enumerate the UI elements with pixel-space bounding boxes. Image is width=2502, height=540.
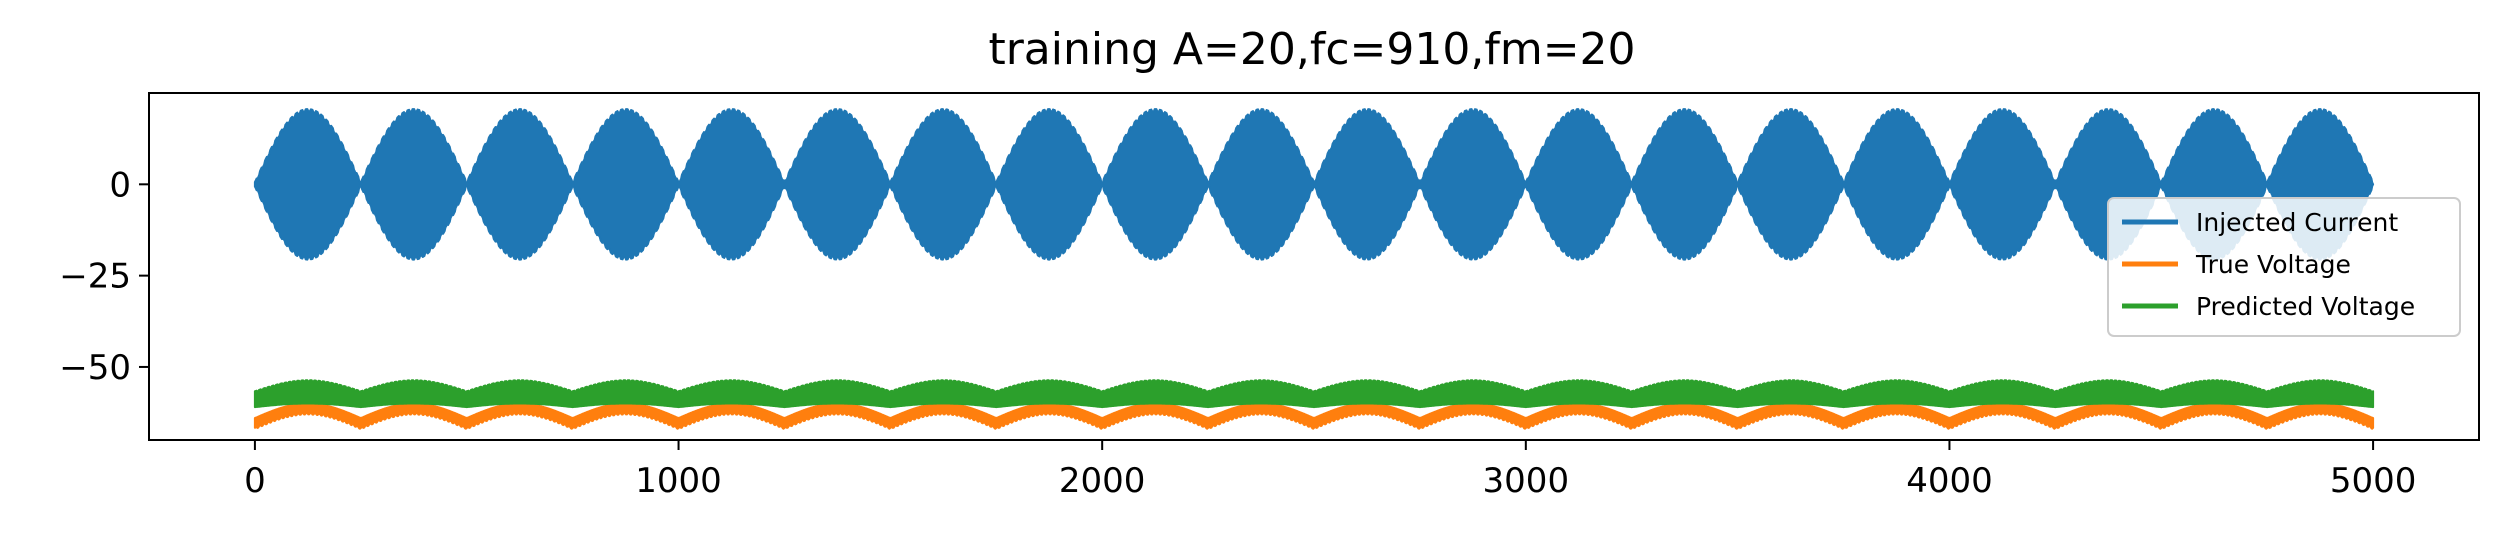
axes-frame (148, 92, 2480, 441)
chart-title: training A=20,fc=910,fm=20 (988, 24, 1635, 75)
y-tick-label: −25 (59, 257, 131, 297)
x-tick-label: 4000 (1906, 461, 1993, 501)
legend-box (2107, 197, 2461, 337)
legend-label: True Voltage (2195, 250, 2351, 279)
x-tick-label: 5000 (2330, 461, 2417, 501)
x-tick-label: 0 (244, 461, 266, 501)
x-tick-label: 1000 (635, 461, 722, 501)
series-injected-current (253, 108, 2375, 261)
series-area-2 (253, 379, 2375, 409)
legend-label: Predicted Voltage (2196, 292, 2415, 321)
series-predicted-voltage (253, 379, 2375, 409)
legend-label: Injected Current (2196, 208, 2398, 237)
legend: Injected Current True Voltage Predicted Vo… (2107, 197, 2461, 337)
series-true-voltage (253, 402, 2375, 430)
x-tick-label: 2000 (1059, 461, 1146, 501)
ticks-layer: 0 1000 2000 3000 4000 5000 0 −25 −50 (59, 165, 2416, 501)
x-tick-label: 3000 (1483, 461, 1570, 501)
y-tick-label: 0 (109, 165, 131, 205)
y-tick-label: −50 (59, 348, 131, 388)
series-area-0 (253, 108, 2375, 261)
series-layer (253, 108, 2375, 430)
series-area-1 (253, 402, 2375, 430)
